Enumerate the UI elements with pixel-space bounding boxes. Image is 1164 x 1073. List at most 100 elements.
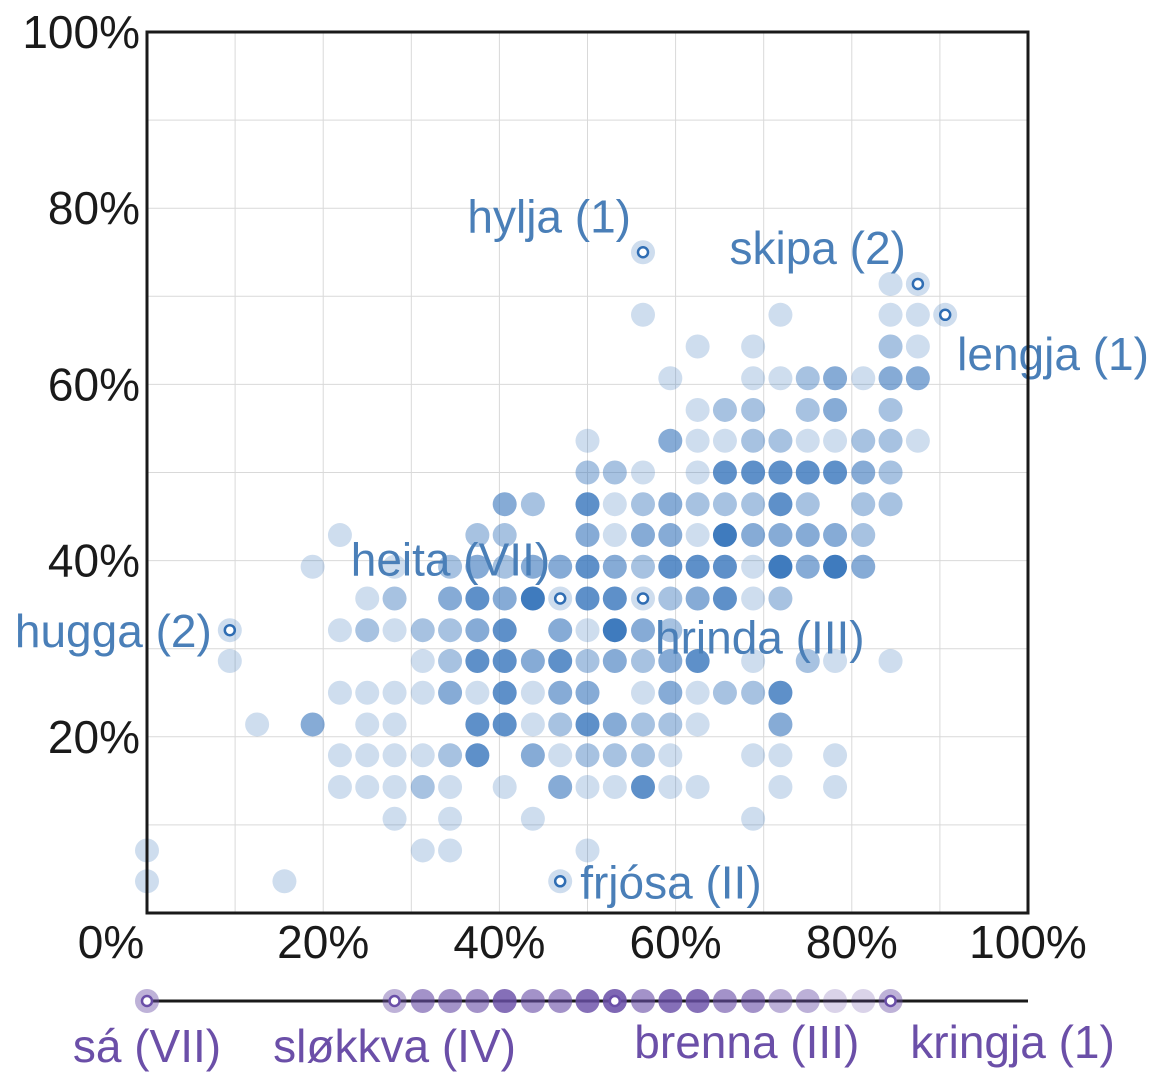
strip-point	[575, 989, 600, 1013]
scatter-point	[768, 460, 793, 485]
main-scatter-points	[135, 271, 930, 894]
scatter-point	[658, 523, 683, 548]
highlight-ring	[938, 308, 952, 322]
scatter-point	[685, 649, 710, 674]
scatter-point	[768, 743, 793, 768]
scatter-point	[685, 397, 710, 422]
scatter-point	[823, 743, 848, 768]
scatter-point	[300, 712, 325, 737]
scatter-point	[410, 838, 435, 863]
main-point-labels: hylja (1) skipa (2) lengja (1) heita (VII) h…	[15, 190, 1149, 908]
scatter-point	[602, 649, 627, 674]
x-axis-tick-labels: 0% 20% 40% 60% 80% 100%	[78, 916, 1087, 968]
strip-point	[768, 989, 793, 1013]
scatter-point	[795, 460, 820, 485]
scatter-point	[851, 523, 876, 548]
scatter-point	[355, 586, 380, 611]
strip-highlight-rings	[135, 989, 903, 1013]
scatter-point	[575, 743, 600, 768]
scatter-point	[602, 586, 627, 611]
scatter-point	[878, 271, 903, 296]
x-tick-label: 20%	[277, 916, 369, 968]
scatter-point	[741, 743, 766, 768]
scatter-point	[768, 775, 793, 800]
scatter-point	[575, 523, 600, 548]
scatter-point	[823, 554, 848, 579]
scatter-point	[631, 460, 656, 485]
strip-point	[712, 989, 737, 1013]
scatter-point	[851, 460, 876, 485]
scatter-point	[741, 806, 766, 831]
scatter-point	[327, 618, 352, 643]
scatter-point	[410, 775, 435, 800]
scatter-point	[741, 680, 766, 705]
scatter-point	[658, 492, 683, 517]
strip-points	[135, 989, 903, 1013]
scatter-point	[741, 554, 766, 579]
scatter-point	[438, 775, 463, 800]
scatter-point	[823, 366, 848, 391]
scatter-point	[658, 554, 683, 579]
scatter-point	[685, 586, 710, 611]
scatter-point	[768, 302, 793, 327]
scatter-point	[658, 680, 683, 705]
scatter-point	[355, 743, 380, 768]
strip-point	[658, 989, 683, 1013]
scatter-point	[520, 712, 545, 737]
scatter-point	[741, 523, 766, 548]
scatter-point	[520, 554, 545, 579]
scatter-point	[631, 492, 656, 517]
x-tick-label: 40%	[453, 916, 545, 968]
scatter-point	[492, 586, 517, 611]
x-tick-label: 60%	[630, 916, 722, 968]
scatter-point	[741, 492, 766, 517]
point-label: skipa (2)	[729, 222, 905, 274]
scatter-point	[520, 680, 545, 705]
scatter-point	[768, 366, 793, 391]
scatter-point	[768, 523, 793, 548]
scatter-point	[878, 334, 903, 359]
scatter-point	[741, 460, 766, 485]
y-tick-label: 80%	[48, 182, 140, 234]
strip-point-label: sløkkva (IV)	[273, 1020, 516, 1072]
scatter-point	[382, 775, 407, 800]
scatter-point	[631, 554, 656, 579]
x-tick-label: 80%	[806, 916, 898, 968]
scatter-point	[631, 302, 656, 327]
scatter-point	[685, 460, 710, 485]
strip-point	[410, 989, 435, 1013]
scatter-point	[465, 618, 490, 643]
scatter-point	[548, 649, 573, 674]
scatter-point	[631, 775, 656, 800]
scatter-point	[410, 649, 435, 674]
scatter-point	[355, 680, 380, 705]
strip-point	[548, 989, 573, 1013]
scatter-point	[741, 334, 766, 359]
scatter-point	[741, 649, 766, 674]
strip-point-label: brenna (III)	[634, 1016, 859, 1068]
strip-point	[823, 989, 848, 1013]
highlight-ring	[636, 246, 650, 259]
scatter-point	[355, 712, 380, 737]
scatter-point	[878, 492, 903, 517]
scatter-point	[685, 334, 710, 359]
scatter-point	[492, 492, 517, 517]
scatter-point	[548, 743, 573, 768]
scatter-point	[438, 649, 463, 674]
scatter-point	[382, 712, 407, 737]
y-tick-label: 20%	[48, 711, 140, 763]
scatter-point	[355, 618, 380, 643]
scatter-point	[438, 806, 463, 831]
scatter-point	[465, 680, 490, 705]
strip-point	[438, 989, 463, 1013]
scatter-point	[631, 523, 656, 548]
scatter-point	[823, 460, 848, 485]
scatter-point	[685, 428, 710, 453]
scatter-point	[327, 680, 352, 705]
scatter-point	[382, 554, 407, 579]
scatter-point	[712, 428, 737, 453]
scatter-point	[741, 397, 766, 422]
strip-point	[851, 989, 876, 1013]
strip-highlight-ring	[388, 994, 401, 1008]
scatter-point	[575, 618, 600, 643]
